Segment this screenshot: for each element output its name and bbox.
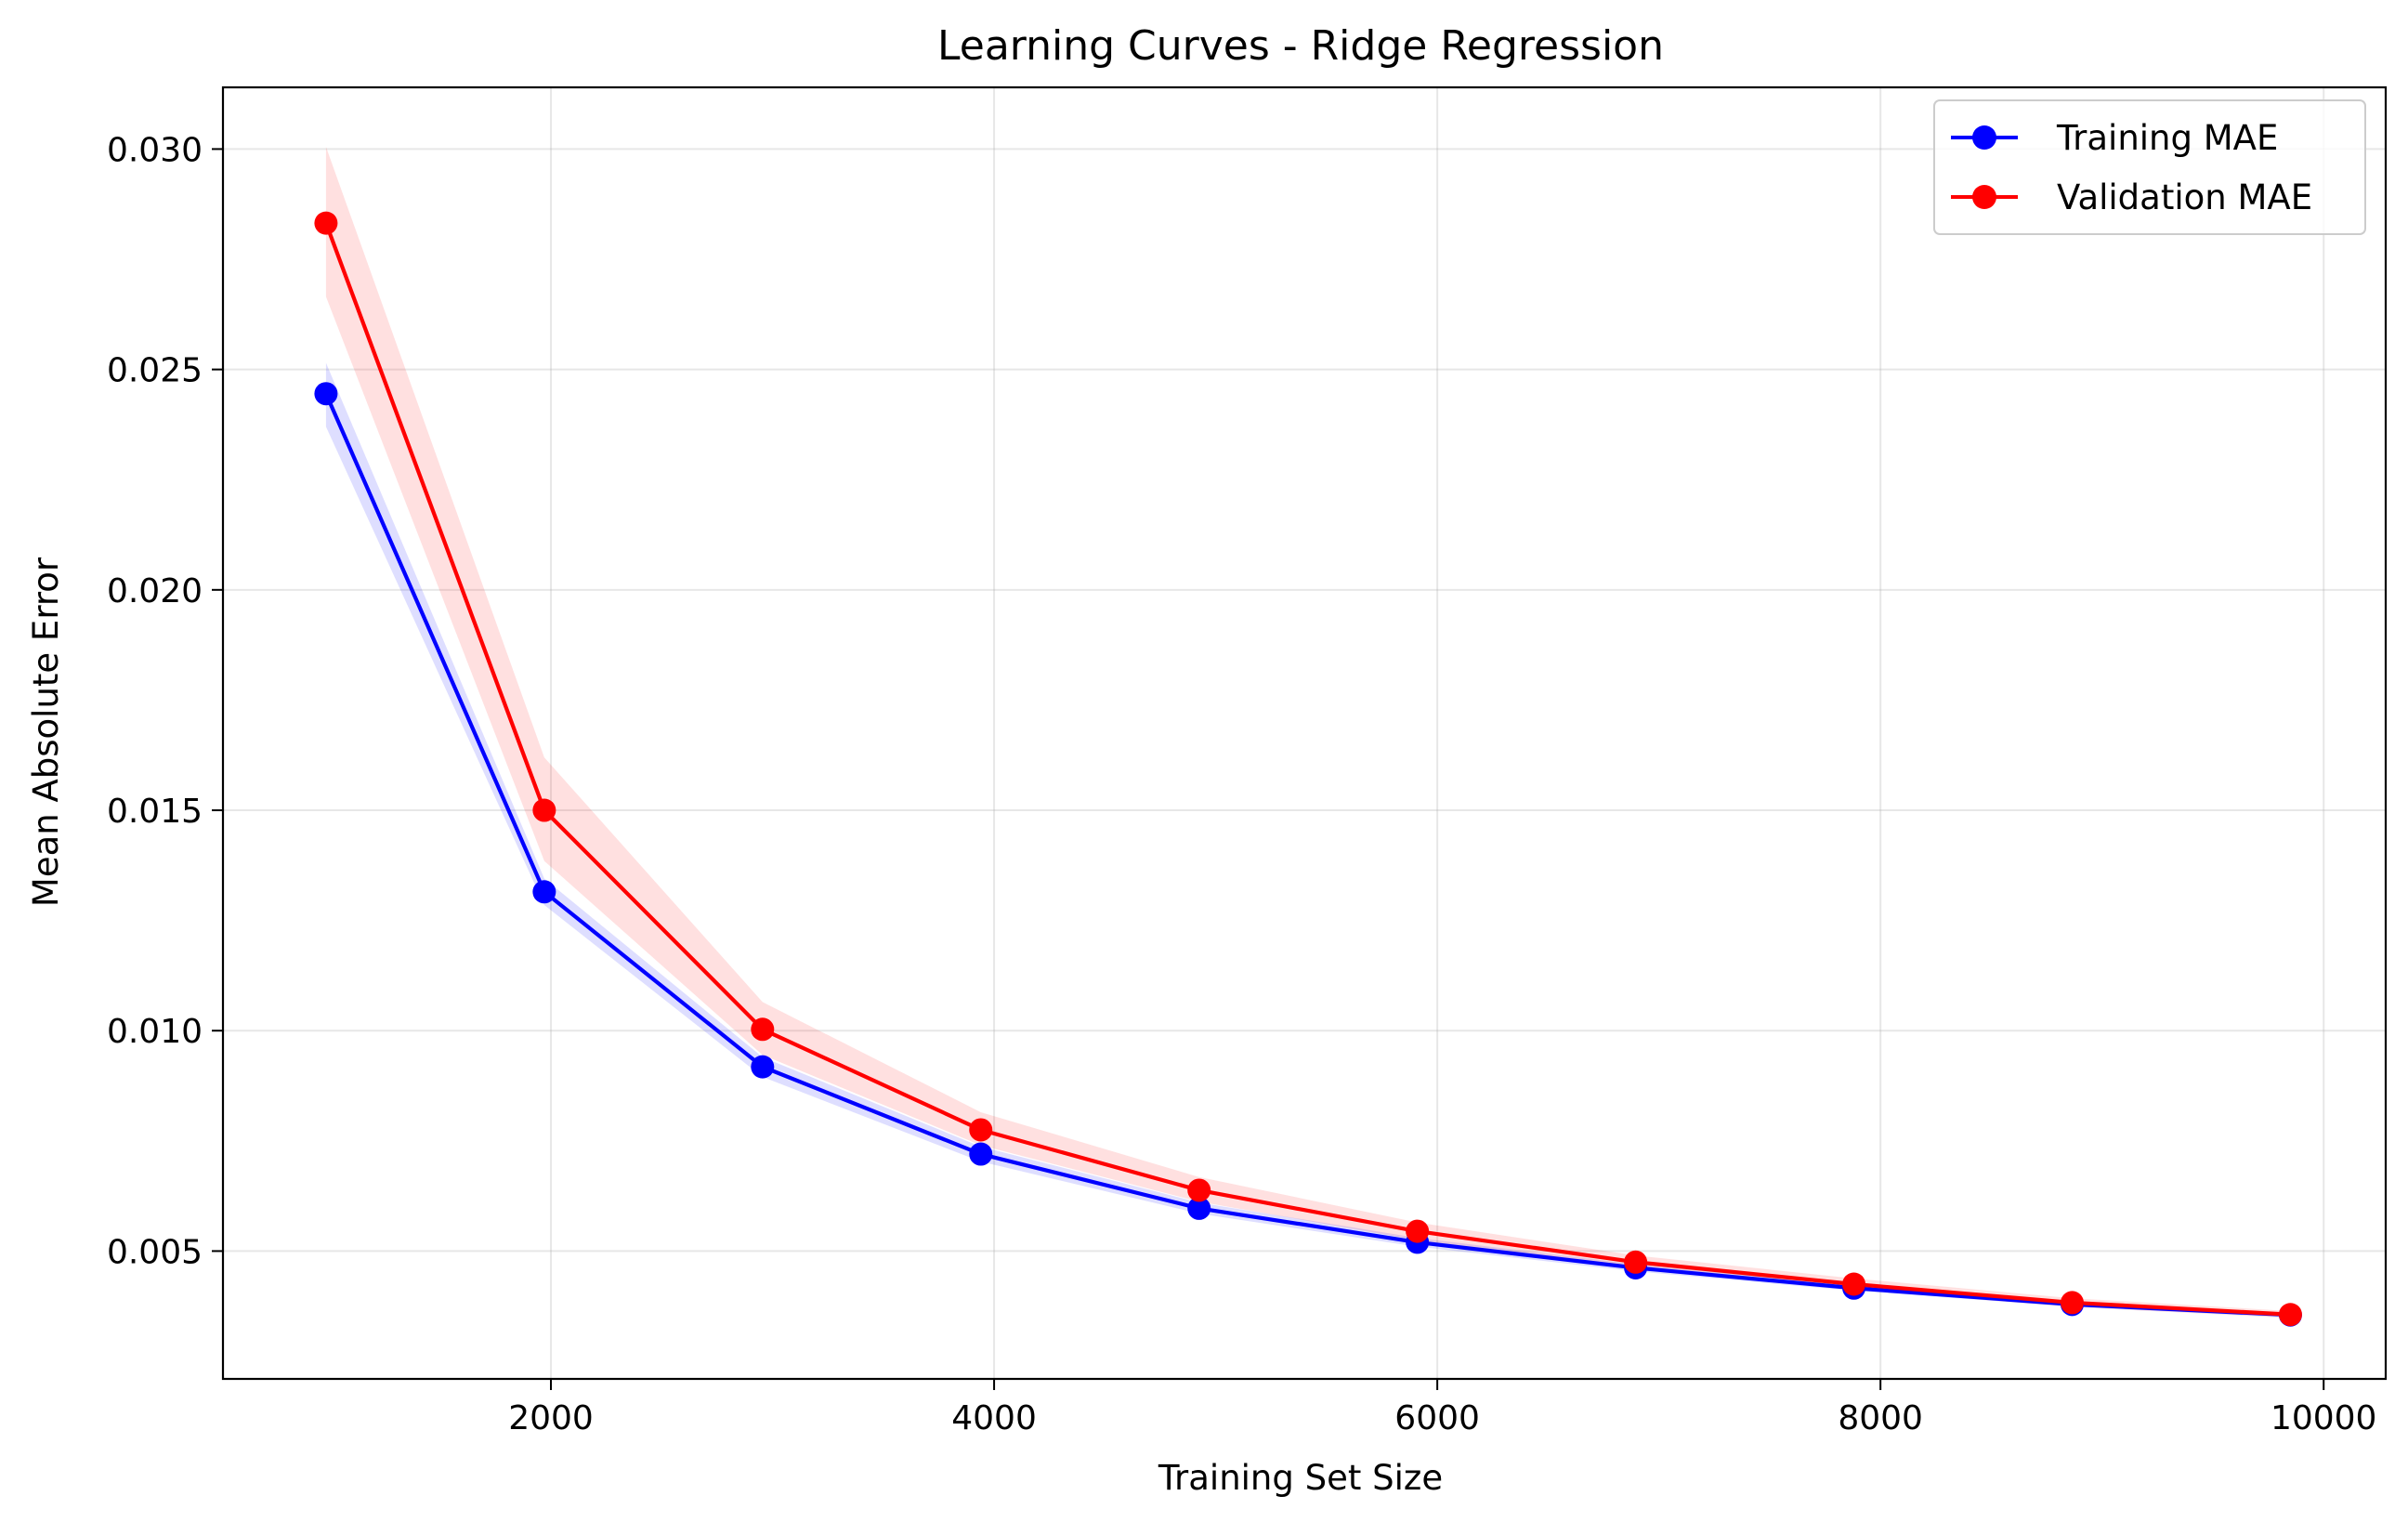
y-tick-label: 0.010: [107, 1013, 203, 1051]
legend-box: [1933, 99, 2366, 235]
training-mae-point: [314, 382, 338, 406]
series-markers: [314, 211, 2302, 1327]
y-tick-label: 0.005: [107, 1233, 203, 1271]
series-lines: [323, 222, 2291, 1318]
validation-mae-point: [1624, 1250, 1648, 1274]
validation-mae-line: [323, 222, 2291, 1317]
x-tick-label: 4000: [951, 1399, 1037, 1437]
x-tick-label: 10000: [2271, 1399, 2377, 1437]
y-tick-label: 0.030: [107, 131, 203, 169]
training-mae-point: [532, 880, 556, 904]
chart-title: Learning Curves - Ridge Regression: [937, 22, 1664, 70]
validation-mae-point: [1842, 1272, 1866, 1296]
x-tick-label: 2000: [508, 1399, 594, 1437]
training-mae-line: [323, 392, 2291, 1318]
y-axis-title: Mean Absolute Error: [26, 557, 66, 907]
validation-mae-point: [969, 1118, 993, 1142]
y-tick-label: 0.020: [107, 572, 203, 610]
legend-marker-validation: [1972, 185, 1996, 209]
validation-mae-point: [1187, 1178, 1211, 1202]
legend-label-validation: Validation MAE: [2057, 177, 2312, 217]
training-mae-point: [751, 1055, 775, 1079]
x-axis-title: Training Set Size: [1158, 1458, 1443, 1498]
y-tick-label: 0.025: [107, 352, 203, 390]
axis-ticks: 2000 4000 6000 8000 10000 0.005 0.010 0.015 0.02…: [107, 131, 2377, 1437]
validation-mae-point: [314, 211, 338, 235]
validation-mae-point: [751, 1017, 775, 1042]
x-tick-label: 8000: [1838, 1399, 1923, 1437]
validation-mae-point: [2278, 1303, 2302, 1327]
plot-area-frame: [221, 85, 2388, 1381]
legend-label-training: Training MAE: [2056, 118, 2278, 158]
validation-mae-point: [2060, 1291, 2084, 1315]
validation-mae-point: [532, 798, 556, 822]
validation-mae-point: [1406, 1219, 1430, 1243]
y-tick-label: 0.015: [107, 793, 203, 831]
training-mae-point: [969, 1142, 993, 1166]
legend-marker-training: [1972, 125, 1996, 150]
legend: Training MAE Validation MAE: [1933, 99, 2366, 235]
x-tick-label: 6000: [1394, 1399, 1480, 1437]
training-mae-point: [1187, 1196, 1211, 1220]
